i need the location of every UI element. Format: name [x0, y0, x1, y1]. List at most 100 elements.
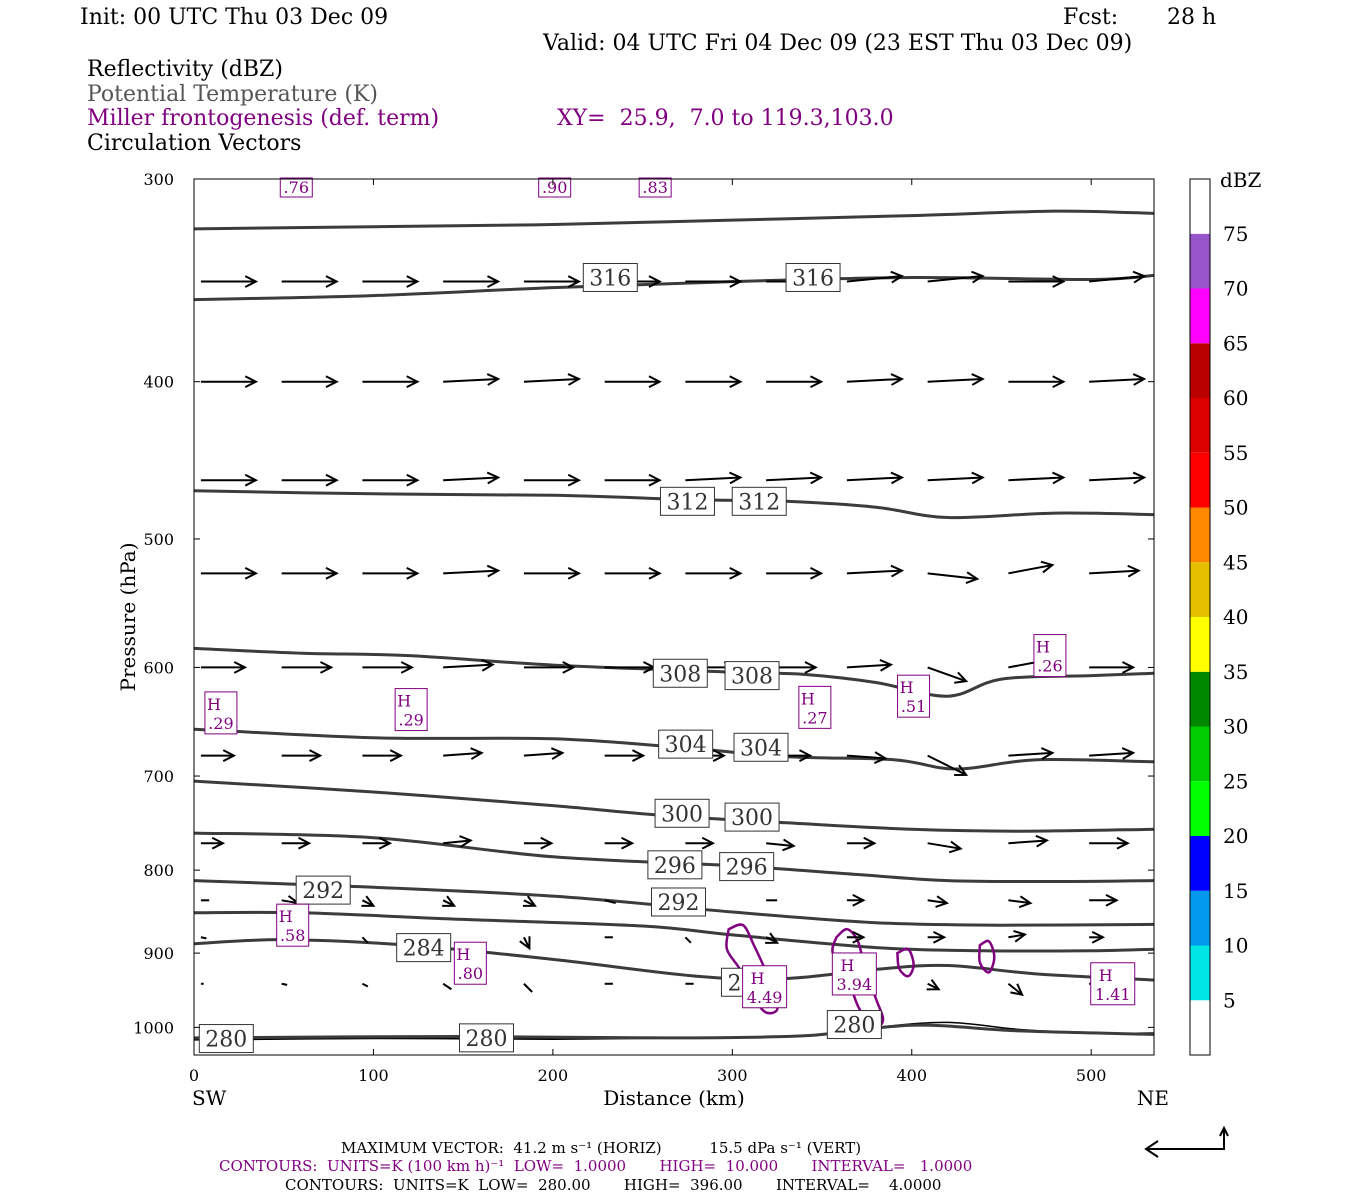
vector-head	[648, 275, 662, 288]
valid-time: Valid: 04 UTC Fri 04 Dec 09 (23 EST Thu …	[543, 31, 1133, 56]
theta-label: 312	[738, 490, 780, 515]
vector-head	[244, 375, 259, 389]
circulation-vector	[1008, 747, 1055, 760]
vector-shaft	[1008, 839, 1047, 845]
vector-head	[1052, 375, 1066, 389]
vector-head	[648, 375, 662, 389]
frontogenesis-max-box	[1090, 962, 1136, 1006]
vector-head	[459, 835, 473, 848]
circulation-vector	[523, 566, 582, 580]
vector-head	[890, 373, 905, 386]
circulation-vector	[362, 275, 420, 288]
y-tick-label: 1000	[133, 1018, 174, 1037]
vector-head	[863, 836, 877, 850]
vector-head	[406, 275, 420, 288]
circulation-vector	[442, 982, 452, 991]
circulation-vector	[200, 661, 248, 674]
theta-label-box	[582, 262, 638, 292]
colorbar-tick-label: 40	[1223, 605, 1248, 629]
vector-shaft	[443, 377, 499, 383]
frontogenesis-max-box	[897, 674, 931, 718]
theta-label-box	[659, 486, 715, 516]
colorbar-segment	[1190, 562, 1210, 617]
vector-head	[325, 566, 339, 580]
vector-head	[562, 661, 576, 674]
circulation-vector	[1089, 270, 1147, 284]
frontogenesis-max-box	[798, 685, 832, 729]
circulation-vector	[604, 566, 662, 580]
vector-head	[852, 930, 866, 944]
circulation-vector	[1007, 982, 1024, 997]
vector-shaft	[523, 377, 579, 383]
vector-head	[971, 270, 985, 284]
frontogenesis-max-box	[204, 691, 238, 735]
vector-head	[406, 375, 420, 389]
circulation-vector	[200, 275, 259, 288]
colorbar-tick-label: 65	[1223, 331, 1248, 355]
colorbar-tick-label: 45	[1223, 550, 1248, 574]
circulation-vector	[281, 836, 312, 850]
circulation-vector	[927, 471, 985, 485]
colorbar-segment	[1190, 890, 1210, 946]
vector-head	[519, 936, 531, 951]
theta-label-box	[719, 852, 775, 882]
theta-label: 312	[666, 490, 708, 515]
theta-label-box	[724, 661, 780, 691]
frontogenesis-high-marker: H	[1036, 638, 1050, 657]
vector-shaft	[927, 476, 983, 482]
vector-head	[1052, 471, 1066, 485]
vector-head	[852, 893, 866, 907]
vector-head	[799, 749, 813, 762]
colorbar-segment	[1190, 836, 1210, 891]
circulation-vector	[362, 566, 420, 580]
vector-head	[1010, 983, 1024, 997]
x-tick-label: 0	[189, 1066, 199, 1085]
frontogenesis-high-marker: H	[279, 907, 293, 926]
circulation-vector	[281, 566, 339, 580]
frontogenesis-high-marker: H	[397, 692, 411, 711]
vector-shaft	[443, 476, 499, 482]
theta-label: 308	[659, 662, 701, 687]
circulation-vector	[927, 930, 947, 944]
vector-head	[729, 275, 743, 288]
left-endpoint-label: SW	[192, 1086, 227, 1110]
colorbar-tick-label: 15	[1223, 879, 1248, 903]
vector-head	[540, 836, 554, 850]
circulation-vector	[281, 473, 339, 487]
colorbar-tick-label: 25	[1223, 769, 1248, 793]
vector-head	[810, 566, 824, 580]
circulation-vector	[765, 932, 780, 944]
circulation-vector	[766, 838, 796, 852]
circulation-vector	[443, 275, 501, 288]
vector-head	[320, 661, 334, 674]
vector-head	[729, 471, 743, 485]
y-tick-label: 600	[143, 658, 174, 677]
circulation-vector	[846, 658, 894, 672]
circulation-vector	[442, 895, 457, 907]
circulation-vector	[523, 661, 576, 674]
frontogenesis-max-box	[638, 177, 672, 198]
theta-label: 292	[302, 879, 344, 904]
circulation-vector	[1008, 895, 1033, 909]
vector-head	[486, 373, 501, 386]
vector-shaft	[200, 936, 207, 940]
colorbar-tick-label: 55	[1223, 441, 1248, 465]
circulation-vector	[766, 471, 824, 485]
colorbar-segment	[1190, 452, 1210, 508]
vector-head	[890, 564, 905, 578]
circulation-vector	[927, 754, 969, 776]
circulation-vector	[281, 275, 339, 288]
circulation-vector	[1089, 747, 1136, 760]
colorbar-tick-label: 70	[1223, 277, 1248, 301]
colorbar-tick-label: 20	[1223, 824, 1248, 848]
colorbar-segment	[1190, 288, 1210, 344]
circulation-vector	[281, 982, 288, 986]
circulation-vector	[443, 564, 501, 578]
y-tick-label: 400	[143, 373, 174, 392]
vector-head	[648, 473, 662, 487]
frontogenesis-max-value: .29	[208, 714, 233, 733]
theta-label: 284	[403, 937, 445, 962]
circulation-vector	[523, 275, 582, 288]
vector-head	[522, 895, 537, 907]
